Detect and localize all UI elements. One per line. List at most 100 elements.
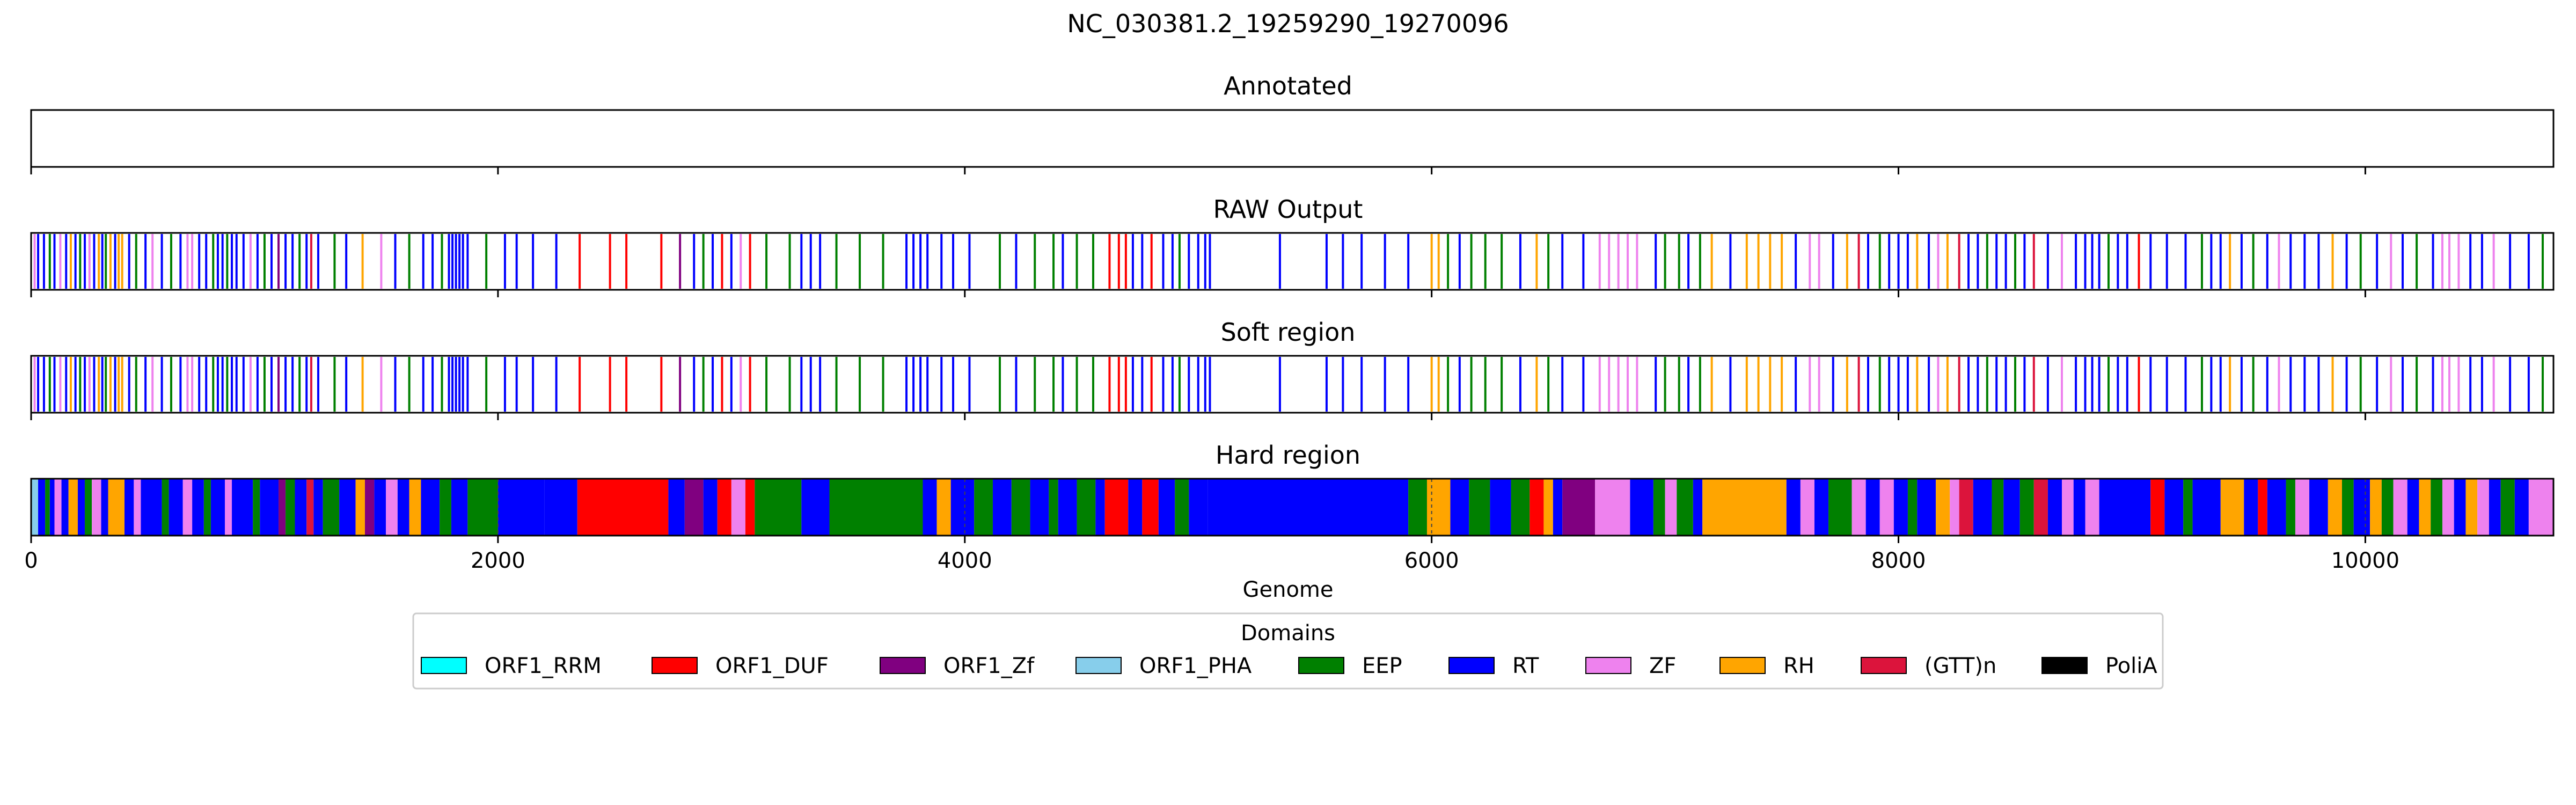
domain-segment [2431,479,2442,536]
domain-segment [1959,479,1973,536]
domain-segment [2528,479,2543,536]
domain-segment [1104,479,1129,536]
domain-segment [364,479,375,536]
domain-segment [684,479,704,536]
domain-segment [2192,479,2221,536]
domain-segment [1095,479,1105,536]
domain-segment [210,479,225,536]
domain-segment [2244,479,2258,536]
domain-segment [2220,479,2244,536]
domain-segment [134,479,141,536]
domain-segment [2514,479,2529,536]
domain-segment [1077,479,1096,536]
domain-segment [2381,479,2394,536]
domain-segment [731,479,745,536]
domain-segment [31,479,39,536]
domain-segment [355,479,365,536]
legend-label: ORF1_DUF [715,654,829,678]
domain-segment [1158,479,1175,536]
domain-segment [313,479,323,536]
domain-segment [1128,479,1143,536]
domain-segment [2370,479,2382,536]
domain-segment [1865,479,1880,536]
domain-segment [1529,479,1544,536]
legend-item: ZF [1585,654,1676,678]
legend-item: EEP [1298,654,1402,678]
domain-segment [2353,479,2370,536]
domain-segment [182,479,193,536]
domain-segment [61,479,69,536]
domain-segment [467,479,498,536]
domain-segment [2019,479,2034,536]
domain-segment [2183,479,2193,536]
domain-segment [232,479,253,536]
domain-segment [77,479,85,536]
legend-swatch [1719,657,1766,674]
legend-swatch [1075,657,1122,674]
domain-segment [2454,479,2466,536]
domain-segment [2267,479,2286,536]
domain-segment [386,479,398,536]
domain-segment [1553,479,1563,536]
domain-segment [2003,479,2020,536]
legend-swatch [1448,657,1495,674]
x-tick-label: 2000 [471,548,525,573]
domain-segment [286,479,295,536]
domain-segment [162,479,169,536]
domain-segment [421,479,440,536]
legend-item: ORF1_PHA [1075,654,1252,678]
domain-segment [295,479,307,536]
domain-segment [1450,479,1469,536]
legend-label: RT [1512,654,1539,678]
domain-segment [2033,479,2048,536]
domain-segment [2150,479,2165,536]
domain-segment [1011,479,1030,536]
domain-segment [2489,479,2501,536]
domain-segment [2047,479,2062,536]
domain-segment [1973,479,1992,536]
domain-segment [2073,479,2085,536]
domain-segment [577,479,669,536]
domain-segment [1702,479,1787,536]
legend-label: RH [1783,654,1814,678]
domain-segment [1175,479,1189,536]
domain-segment [2393,479,2407,536]
domain-segment [2164,479,2184,536]
x-tick-label: 6000 [1404,548,1459,573]
domain-segment [1907,479,1918,536]
domain-segment [936,479,951,536]
x-tick-label: 8000 [1871,548,1926,573]
x-tick-label: 4000 [938,548,992,573]
domain-segment [1490,479,1511,536]
domain-segment [38,479,46,536]
domain-segment [544,479,577,536]
domain-segment [829,479,923,536]
domain-segment [192,479,204,536]
domain-segment [801,479,830,536]
domain-segment [440,479,451,536]
track-frame [30,478,2555,537]
domain-segment [992,479,1012,536]
domain-segment [2419,479,2431,536]
domain-segment [1677,479,1693,536]
domain-segment [2341,479,2354,536]
domain-segment [108,479,125,536]
domain-segment [225,479,232,536]
track-frame [30,109,2555,168]
track-panel: Annotated [30,71,2555,174]
legend-swatch [880,657,926,674]
domain-segment [1469,479,1490,536]
domain-segment [397,479,409,536]
domain-segment [1950,479,1959,536]
domain-segment [2099,479,2151,536]
domain-segment [1049,479,1058,536]
legend-swatch [1861,657,1907,674]
domain-segment [1142,479,1159,536]
domain-segment [745,479,755,536]
domain-segment [253,479,260,536]
domain-segment [950,479,975,536]
domain-segment [1665,479,1677,536]
domain-segment [755,479,802,536]
legend-item: (GTT)n [1861,654,1996,678]
domain-segment [923,479,937,536]
